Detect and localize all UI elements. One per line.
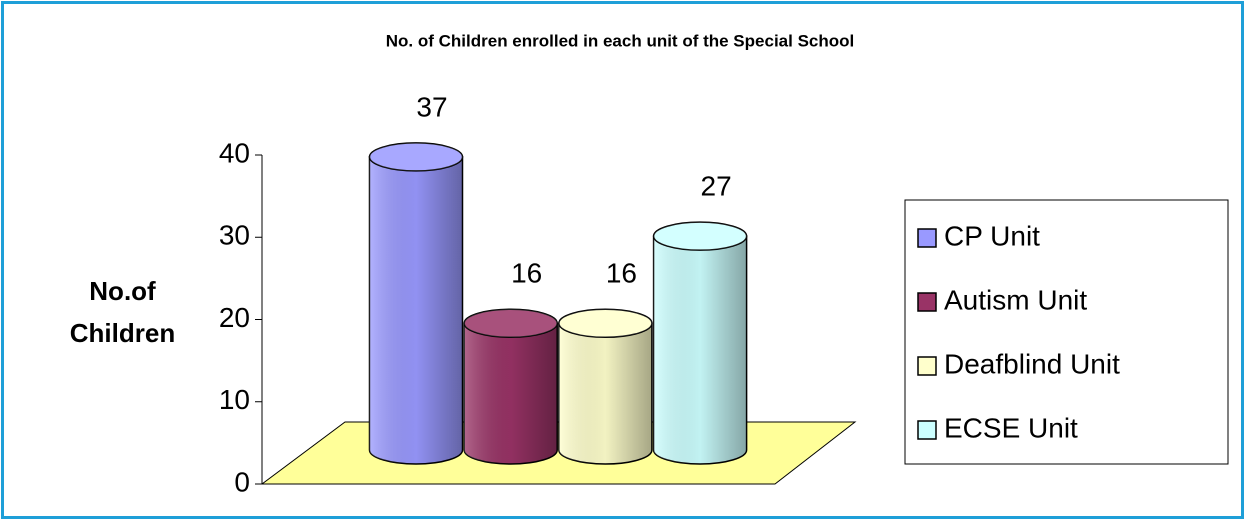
- legend-swatch: [917, 356, 937, 376]
- chart-title: No. of Children enrolled in each unit of…: [386, 31, 855, 50]
- legend-swatch: [917, 292, 937, 312]
- cylinder-top: [368, 142, 464, 172]
- y-tick-label: 20: [219, 302, 250, 333]
- cylinder-shade: [653, 236, 747, 465]
- cylinder-top-shade: [558, 309, 652, 338]
- value-label: 16: [511, 258, 542, 289]
- cylinder-shade: [558, 323, 652, 465]
- cylinder-top-shade: [653, 222, 747, 251]
- y-tick-label: 0: [234, 466, 250, 497]
- y-tick-label: 40: [219, 137, 250, 168]
- cylinder-shade: [369, 156, 463, 465]
- value-label: 16: [606, 258, 637, 289]
- cylinder-top-shade: [369, 142, 463, 171]
- legend-label: CP Unit: [944, 220, 1040, 251]
- cylinder-top: [463, 308, 558, 339]
- cylinder-shade: [464, 323, 558, 465]
- y-tick-label: 30: [219, 220, 250, 251]
- legend: [904, 199, 1229, 465]
- cylinder-top-shade: [464, 309, 558, 338]
- y-axis-label: No.of Children: [69, 276, 176, 348]
- legend-label: Autism Unit: [944, 284, 1087, 315]
- cylinder-top: [652, 221, 748, 251]
- y-tick-label: 10: [219, 384, 250, 415]
- value-label: 27: [701, 171, 732, 202]
- cylinder-top: [558, 308, 653, 339]
- legend-label: ECSE Unit: [944, 412, 1078, 443]
- legend-swatch: [917, 420, 937, 440]
- legend-swatch: [917, 228, 937, 248]
- value-label: 37: [416, 91, 447, 122]
- legend-label: Deafblind Unit: [944, 348, 1120, 379]
